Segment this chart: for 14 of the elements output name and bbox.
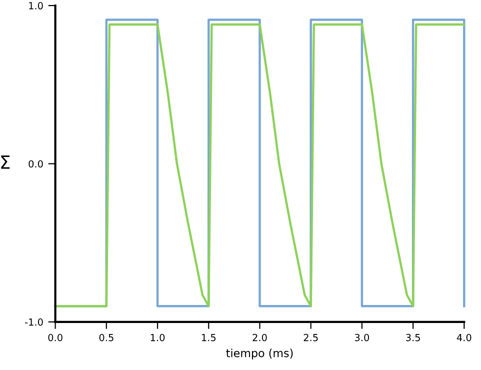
x-axis-title: tiempo (ms) bbox=[226, 348, 293, 360]
x-tick-label: 4.0 bbox=[456, 334, 472, 342]
y-tick-label: -1.0 bbox=[25, 318, 43, 326]
y-tick-label: 0.0 bbox=[28, 160, 43, 168]
x-tick-label: 0.0 bbox=[48, 334, 62, 342]
x-tick-label: 1.0 bbox=[150, 334, 165, 342]
x-tick-label: 3.5 bbox=[406, 334, 420, 342]
y-axis-title: Σ bbox=[1, 156, 10, 169]
x-tick-label: 1.5 bbox=[202, 334, 216, 342]
x-tick-label: 3.0 bbox=[354, 334, 370, 342]
x-tick-label: 2.0 bbox=[252, 334, 267, 342]
x-tick-label: 2.5 bbox=[304, 334, 318, 342]
x-tick-label: 0.5 bbox=[99, 334, 114, 342]
y-tick-label: 1.0 bbox=[29, 2, 43, 10]
